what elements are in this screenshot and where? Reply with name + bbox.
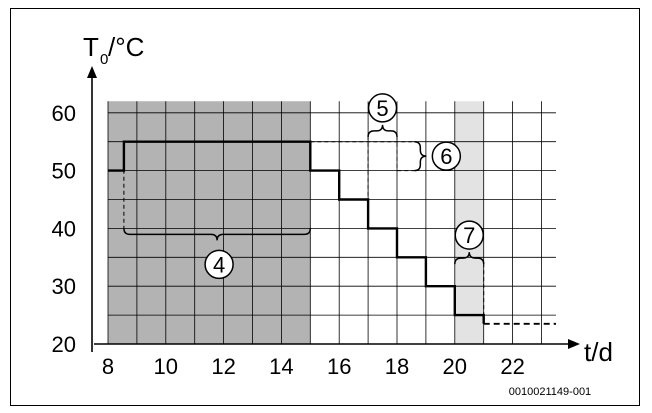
callout-4-circle [204,249,234,280]
brace [367,124,398,137]
x-tick-label: 16 [327,354,351,379]
callout-6-number: 6 [440,144,452,169]
y-axis-arrow [87,66,97,78]
x-tick-label: 10 [154,354,178,379]
x-axis-title: t/d [584,337,613,367]
y-tick-label: 60 [52,101,76,126]
x-tick-label: 8 [102,354,114,379]
y-tick-label: 20 [52,332,76,357]
y-tick-label: 50 [52,159,76,184]
y-axis-title-sub: 0 [100,51,108,68]
callout-4-number: 4 [213,252,225,277]
brace [414,140,427,172]
x-tick-label: 12 [211,354,235,379]
brace [123,228,312,241]
x-axis-arrow [568,339,580,349]
callout-6-circle [431,141,462,171]
y-axis-title-main: T [83,32,99,62]
x-tick-label: 20 [443,354,467,379]
x-tick-label: 14 [269,354,293,379]
callout-5-number: 5 [376,96,388,121]
callout-5-circle [367,93,398,123]
y-tick-label: 40 [52,216,76,241]
brace [454,252,485,265]
callout-7-circle [454,220,484,250]
figure-code: 0010021149-001 [509,386,591,398]
guide-line-5-right [396,135,415,172]
callout-7-number: 7 [463,223,475,248]
y-tick-label: 30 [52,274,76,299]
x-tick-label: 22 [500,354,524,379]
x-tick-label: 18 [385,354,409,379]
y-axis-title-unit: /°C [108,32,144,62]
shaded-region-1 [108,101,311,345]
